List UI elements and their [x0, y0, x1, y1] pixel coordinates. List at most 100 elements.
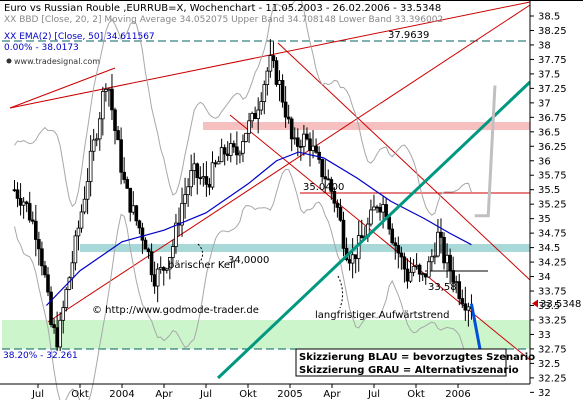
candle-body: [235, 146, 239, 156]
y-tick-label: 36.25: [538, 142, 567, 153]
last-price-label: 33.5348: [540, 299, 581, 310]
candle-body: [463, 303, 468, 311]
x-axis-ticks: Jul Okt 2004 Apr Jul Okt 2005 Apr Jul Okt 2006: [31, 384, 471, 400]
candle-body: [378, 207, 382, 213]
candle-body: [104, 89, 108, 92]
fib-bottom-label: 38.20% - 32.261: [3, 351, 78, 361]
candle-body: [384, 204, 388, 218]
candle-body: [70, 262, 75, 279]
candle-body: [268, 55, 273, 72]
candle-body: [55, 327, 59, 348]
y-tick-label: 33.5: [538, 301, 560, 312]
candle-body: [116, 130, 120, 141]
candle-body: [320, 159, 324, 178]
candle-body: [198, 177, 203, 179]
candle-body: [259, 101, 264, 111]
candle-body: [359, 235, 364, 239]
candle-body: [204, 176, 209, 185]
candle-body: [302, 133, 306, 147]
y-tick-label: 38: [538, 40, 551, 51]
y-tick-label: 33.25: [538, 315, 567, 326]
candle-body: [143, 239, 148, 250]
candle-body: [107, 88, 111, 91]
y-axis-ticks: 38.5 38.25 38 37.75 37.5 37.25 37 36.75 36.5 36.2…: [530, 12, 567, 399]
candle-body: [402, 256, 407, 270]
y-tick-label: 32.75: [538, 344, 567, 355]
wedge-pointer: [197, 243, 204, 263]
candle-body: [155, 268, 160, 287]
candle-body: [37, 239, 41, 250]
y-tick-label: 37.5: [538, 69, 560, 80]
candle-body: [49, 291, 53, 325]
candle-body: [149, 251, 154, 276]
y-tick-label: 33: [538, 330, 551, 341]
candle-body: [262, 84, 267, 102]
candle-body: [213, 162, 218, 165]
candle-body: [277, 80, 282, 85]
candle-body: [341, 219, 346, 249]
candle-body: [119, 139, 123, 173]
y-tick-label: 37: [538, 98, 551, 109]
candle-body: [171, 246, 175, 258]
candle-body: [414, 264, 419, 267]
candle-body: [426, 261, 431, 278]
candle-body: [329, 179, 334, 192]
candle-body: [408, 271, 413, 282]
watermark-dot: [6, 58, 12, 64]
candle-body: [323, 176, 328, 180]
candle-body: [192, 163, 197, 171]
candle-body: [122, 171, 126, 180]
candle-body: [232, 143, 236, 148]
candle-body: [27, 203, 32, 221]
candle-body: [314, 145, 318, 153]
x-tick-label: 2005: [277, 389, 302, 400]
x-tick-label: 2006: [445, 389, 470, 400]
price-candles: [12, 39, 474, 352]
candle-body: [466, 306, 471, 311]
candle-body: [137, 220, 142, 229]
chart-title: Euro vs Russian Rouble ,EURRUB=X, Wochen…: [4, 3, 441, 14]
candle-body: [174, 222, 178, 247]
y-tick-label: 32: [538, 388, 551, 399]
candle-body: [295, 137, 300, 147]
candle-body: [247, 120, 251, 134]
y-tick-label: 37.25: [538, 84, 567, 95]
y-tick-label: 38.5: [538, 12, 560, 23]
candle-body: [460, 298, 465, 305]
candle-body: [265, 70, 270, 86]
candle-body: [338, 206, 343, 221]
candle-body: [280, 80, 285, 103]
candle-body: [283, 101, 288, 118]
y-tick-label: 36: [538, 156, 551, 167]
candle-body: [222, 147, 227, 155]
candle-body: [113, 109, 117, 131]
candle-body: [64, 289, 69, 309]
x-tick-label: Jul: [199, 389, 212, 400]
candle-body: [451, 270, 455, 283]
candle-body: [372, 206, 376, 211]
bearish-wedge-label: bärischer Keil: [168, 260, 236, 271]
y-tick-label: 35.5: [538, 185, 560, 196]
x-tick-label: Okt: [71, 389, 89, 400]
x-tick-label: Jul: [31, 389, 44, 400]
candle-body: [30, 219, 35, 222]
candle-body: [58, 319, 62, 348]
candle-body: [82, 198, 87, 213]
y-tick-label: 37.75: [538, 55, 567, 66]
candle-body: [18, 197, 23, 206]
candle-body: [311, 145, 315, 151]
candle-body: [79, 211, 84, 229]
y-tick-label: 34.5: [538, 243, 560, 254]
scenario-legend-box: [295, 348, 507, 377]
x-tick-label: 2004: [109, 389, 134, 400]
candle-body: [228, 143, 233, 156]
candle-body: [326, 178, 331, 181]
y-tick-label: 32.5: [538, 359, 560, 370]
y-tick-label: 35.25: [538, 200, 567, 211]
candle-body: [347, 259, 352, 264]
candle-body: [369, 209, 373, 225]
long-term-trendline: [216, 80, 532, 380]
level-34-label: 34,0000: [228, 255, 269, 266]
candle-body: [225, 153, 230, 156]
cyan-support-zone: [80, 244, 530, 252]
